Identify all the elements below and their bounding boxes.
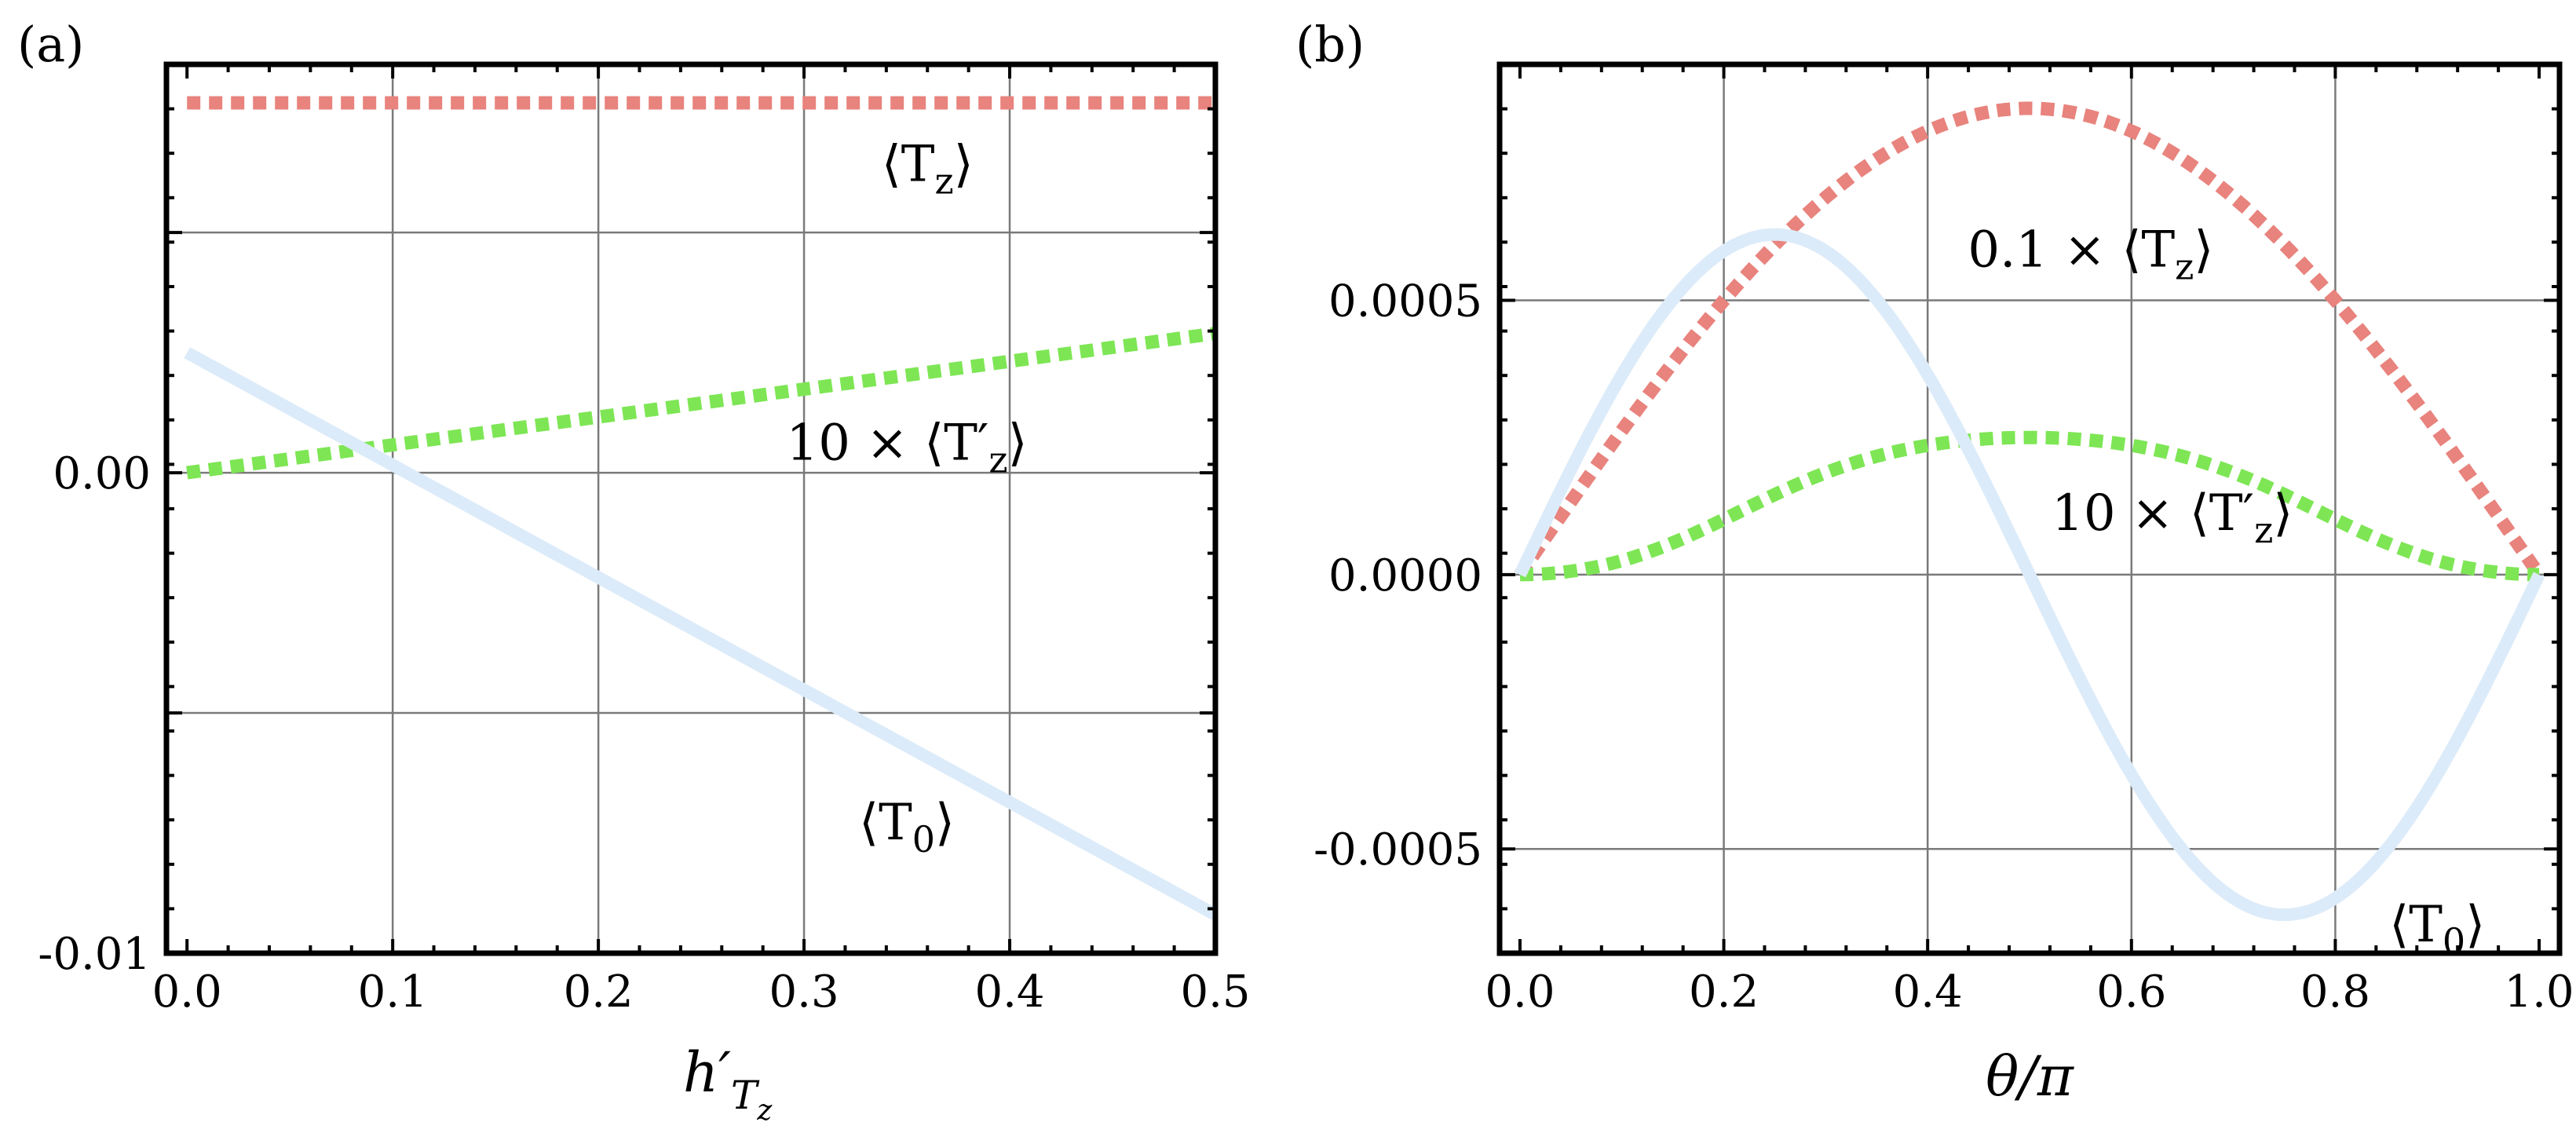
panel-b-x-axis-label: θ/π <box>1986 1044 2075 1109</box>
gA-annotation-0: ⟨Tz⟩ <box>882 135 974 202</box>
panel-a-x-axis-label: h′Tz <box>683 1040 773 1122</box>
panel-b-ticks <box>1500 63 2560 955</box>
gB-ytick-label-0: -0.0005 <box>1314 824 1482 875</box>
gB-series-2 <box>1514 228 2545 922</box>
panel-b-annotations: 0.1 × ⟨Tz⟩ 10 × ⟨T′z⟩ ⟨T0⟩ <box>1968 221 2485 963</box>
panel-a-ticks <box>166 63 1217 955</box>
gB-xtick-label-1: 0.2 <box>1689 967 1759 1018</box>
gB-annotation-1: 10 × ⟨T′z⟩ <box>2052 484 2293 551</box>
panel-b-series <box>1514 101 2545 922</box>
gA-annotation-1: 10 × ⟨T′z⟩ <box>786 414 1027 481</box>
panel-b-tick-labels: 0.0 0.2 0.4 0.6 0.8 1.0 -0.0005 0.0000 0.0005 <box>1314 276 2574 1018</box>
gB-ytick-label-1: 0.0000 <box>1328 550 1482 601</box>
panel-b-label: (b) <box>1295 16 1365 73</box>
gB-annotation-2: ⟨T0⟩ <box>2389 896 2485 963</box>
gB-xtick-label-3: 0.6 <box>2096 967 2166 1018</box>
gA-xtick-label-1: 0.1 <box>358 967 428 1018</box>
gA-series-2 <box>184 347 1219 921</box>
gA-xtick-label-4: 0.4 <box>975 967 1045 1018</box>
panel-a-label: (a) <box>17 16 84 73</box>
panel-a: (a) 0.0 0.1 0.2 0.3 0.4 0.5 -0.01 0.00 ⟨Tz⟩ 10 ×… <box>17 16 1251 1122</box>
panel-b-grid <box>1500 64 2560 953</box>
panel-a-tick-labels: 0.0 0.1 0.2 0.3 0.4 0.5 -0.01 0.00 <box>38 448 1250 1018</box>
panel-a-annotations: ⟨Tz⟩ 10 × ⟨T′z⟩ ⟨T0⟩ <box>786 135 1027 860</box>
gA-annotation-2: ⟨T0⟩ <box>859 794 955 861</box>
gB-ytick-label-2: 0.0005 <box>1328 276 1482 327</box>
gB-xtick-label-0: 0.0 <box>1485 967 1555 1018</box>
gA-ytick-label-1: 0.00 <box>53 448 151 499</box>
gA-xtick-label-2: 0.2 <box>564 967 634 1018</box>
gB-series-1 <box>1519 430 2540 582</box>
panel-b: (b) 0.0 0.2 0.4 0.6 0.8 1.0 -0.0005 0.0000 0.000… <box>1295 16 2574 1109</box>
gA-series-1 <box>186 327 1217 480</box>
gA-xtick-label-5: 0.5 <box>1180 967 1250 1018</box>
panel-a-grid <box>166 64 1215 953</box>
panel-b-frame <box>1496 61 2563 956</box>
gB-annotation-0: 0.1 × ⟨Tz⟩ <box>1968 221 2213 288</box>
panel-a-series <box>184 96 1219 921</box>
gB-xtick-label-5: 1.0 <box>2505 967 2574 1018</box>
gB-series-0 <box>1515 101 2545 579</box>
gA-xtick-label-0: 0.0 <box>152 967 222 1018</box>
gB-xtick-label-2: 0.4 <box>1893 967 1963 1018</box>
gA-ytick-label-0: -0.01 <box>38 929 151 980</box>
gA-xtick-label-3: 0.3 <box>769 967 839 1018</box>
panel-a-frame <box>163 61 1219 956</box>
gB-xtick-label-4: 0.8 <box>2300 967 2370 1018</box>
